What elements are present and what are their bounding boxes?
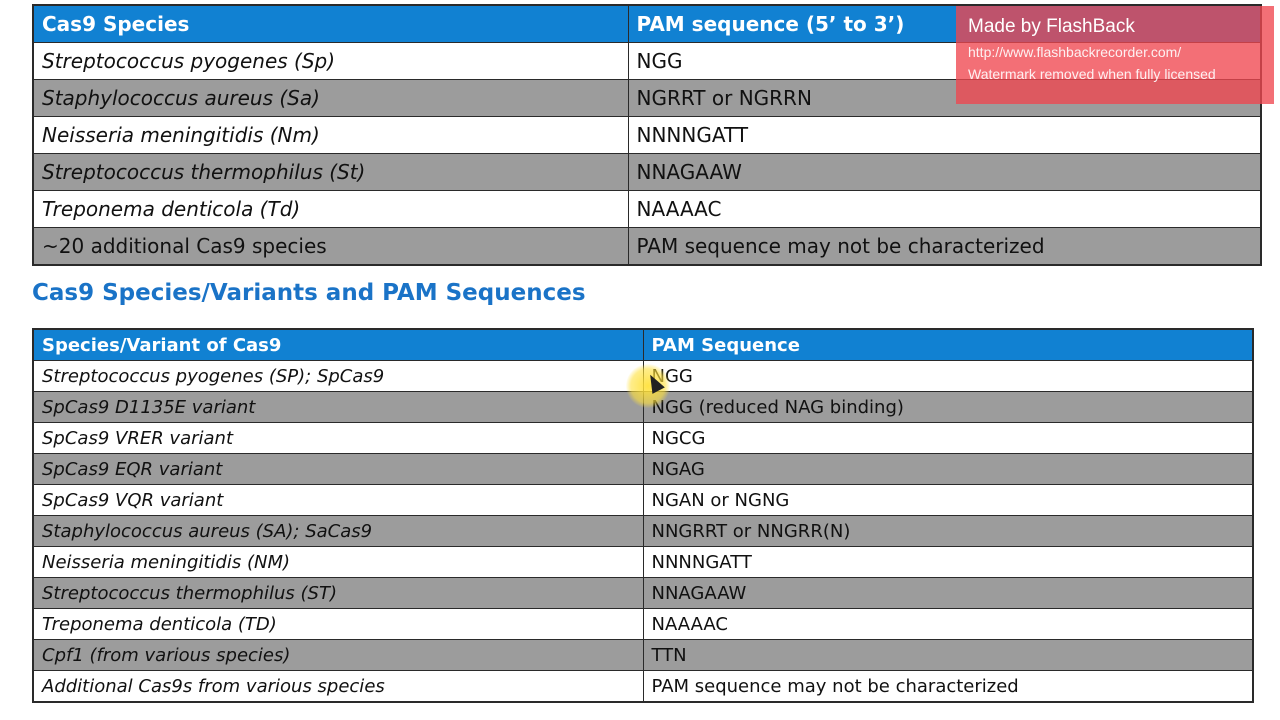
pam-cell: NNNNGATT (627, 116, 1262, 154)
table-row: SpCas9 VRER variant NGCG (32, 422, 1254, 454)
recorder-watermark: Made by FlashBack http://www.flashbackre… (956, 6, 1274, 104)
species-cell: Cpf1 (from various species) (32, 639, 644, 671)
species-cell: Streptococcus pyogenes (SP); SpCas9 (32, 360, 644, 392)
pam-cell: NNAGAAW (642, 577, 1254, 609)
species-cell: Staphylococcus aureus (Sa) (32, 79, 629, 117)
table-header-row: Species/Variant of Cas9 PAM Sequence (32, 328, 1254, 361)
pam-cell: PAM sequence may not be characterized (642, 670, 1254, 703)
pam-cell: NNNNGATT (642, 546, 1254, 578)
watermark-note: Watermark removed when fully licensed (968, 66, 1216, 82)
species-cell: SpCas9 EQR variant (32, 453, 644, 485)
species-cell: Staphylococcus aureus (SA); SaCas9 (32, 515, 644, 547)
table-row: Streptococcus thermophilus (St) NNAGAAW (32, 153, 1262, 191)
table-row: Treponema denticola (Td) NAAAAC (32, 190, 1262, 228)
table-row: Neisseria meningitidis (NM) NNNNGATT (32, 546, 1254, 578)
pam-cell: NNAGAAW (627, 153, 1262, 191)
species-cell: Streptococcus thermophilus (ST) (32, 577, 644, 609)
pam-cell: NAAAAC (627, 190, 1262, 228)
watermark-title: Made by FlashBack (968, 16, 1135, 37)
species-cell: Neisseria meningitidis (Nm) (32, 116, 629, 154)
species-cell: Streptococcus thermophilus (St) (32, 153, 629, 191)
pam-cell: NGAN or NGNG (642, 484, 1254, 516)
section-title: Cas9 Species/Variants and PAM Sequences (32, 280, 586, 306)
table-row: Additional Cas9s from various species PA… (32, 670, 1254, 703)
watermark-url: http://www.flashbackrecorder.com/ (968, 44, 1182, 60)
pam-cell: NGG (642, 360, 1254, 392)
column-header-pam: PAM Sequence (642, 328, 1254, 361)
column-header-species: Cas9 Species (32, 4, 629, 43)
table-row: SpCas9 EQR variant NGAG (32, 453, 1254, 485)
species-cell: Streptococcus pyogenes (Sp) (32, 42, 629, 80)
cas9-variants-table: Species/Variant of Cas9 PAM Sequence Str… (32, 328, 1254, 703)
table-row: ~20 additional Cas9 species PAM sequence… (32, 227, 1262, 266)
table-row: SpCas9 D1135E variant NGG (reduced NAG b… (32, 391, 1254, 423)
pam-cell: PAM sequence may not be characterized (627, 227, 1262, 266)
table-row: Neisseria meningitidis (Nm) NNNNGATT (32, 116, 1262, 154)
species-cell: ~20 additional Cas9 species (32, 227, 629, 266)
pam-cell: TTN (642, 639, 1254, 671)
table-row: Streptococcus thermophilus (ST) NNAGAAW (32, 577, 1254, 609)
species-cell: SpCas9 VRER variant (32, 422, 644, 454)
table-row: Treponema denticola (TD) NAAAAC (32, 608, 1254, 640)
pam-cell: NAAAAC (642, 608, 1254, 640)
pam-cell: NGG (reduced NAG binding) (642, 391, 1254, 423)
species-cell: Treponema denticola (Td) (32, 190, 629, 228)
pam-cell: NGAG (642, 453, 1254, 485)
table-row: Staphylococcus aureus (SA); SaCas9 NNGRR… (32, 515, 1254, 547)
cursor-highlight (626, 364, 670, 408)
pam-cell: NNGRRT or NNGRR(N) (642, 515, 1254, 547)
table-row: Cpf1 (from various species) TTN (32, 639, 1254, 671)
column-header-species-variant: Species/Variant of Cas9 (32, 328, 644, 361)
species-cell: SpCas9 D1135E variant (32, 391, 644, 423)
species-cell: Neisseria meningitidis (NM) (32, 546, 644, 578)
species-cell: Additional Cas9s from various species (32, 670, 644, 703)
species-cell: Treponema denticola (TD) (32, 608, 644, 640)
table-row: SpCas9 VQR variant NGAN or NGNG (32, 484, 1254, 516)
pam-cell: NGCG (642, 422, 1254, 454)
species-cell: SpCas9 VQR variant (32, 484, 644, 516)
